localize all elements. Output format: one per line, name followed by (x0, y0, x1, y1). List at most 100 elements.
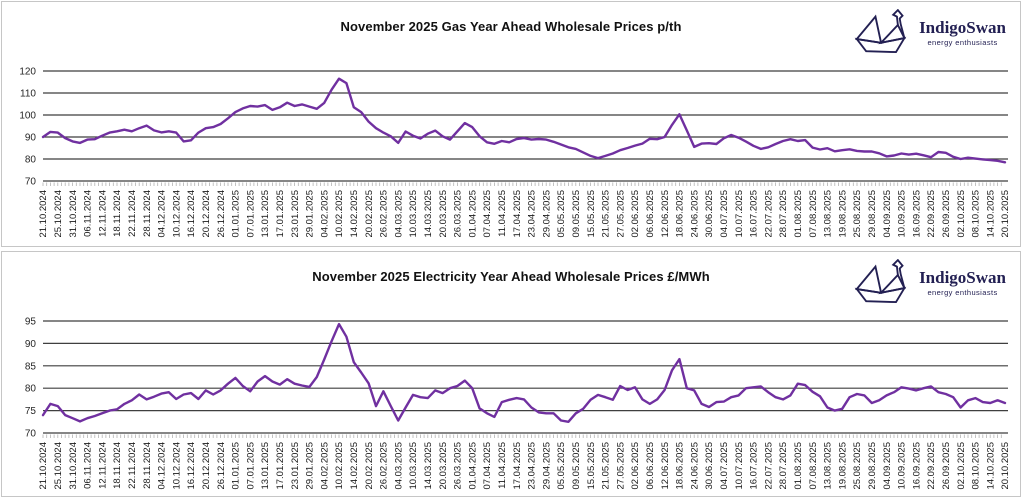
x-tick-label: 20.12.2024 (201, 190, 212, 238)
x-tick-label: 04.12.2024 (157, 190, 168, 238)
x-tick-label: 10.12.2024 (171, 442, 182, 490)
x-tick-label: 07.01.2025 (245, 442, 256, 490)
x-tick-label: 20.12.2024 (201, 442, 212, 490)
x-tick-label: 12.11.2024 (97, 442, 108, 489)
x-tick-label: 26.09.2025 (941, 190, 952, 238)
x-tick-label: 07.08.2025 (808, 442, 819, 490)
x-tick-label: 09.05.2025 (571, 442, 582, 490)
x-tick-label: 26.02.2025 (379, 190, 390, 238)
x-tick-label: 20.02.2025 (364, 442, 375, 490)
x-tick-label: 20.03.2025 (438, 190, 449, 238)
indigoswan-logo: IndigoSwan energy enthusiasts (854, 259, 1006, 306)
y-tick-label: 75 (25, 406, 37, 417)
x-tick-label: 07.04.2025 (482, 442, 493, 490)
x-tick-label: 25.08.2025 (852, 190, 863, 238)
y-tick-label: 120 (19, 67, 36, 78)
x-tick-label: 16.07.2025 (749, 190, 760, 238)
x-tick-label: 09.05.2025 (571, 190, 582, 238)
x-tick-label: 19.08.2025 (837, 442, 848, 490)
x-tick-label: 07.01.2025 (245, 190, 256, 238)
x-tick-label: 28.07.2025 (778, 442, 789, 490)
x-tick-label: 25.08.2025 (852, 442, 863, 490)
x-tick-label: 28.11.2024 (142, 190, 153, 237)
x-tick-label: 06.11.2024 (83, 442, 94, 489)
x-tick-label: 20.03.2025 (438, 442, 449, 490)
x-tick-label: 02.10.2025 (956, 442, 967, 490)
logo-text: IndigoSwan energy enthusiasts (919, 18, 1006, 47)
x-tick-label: 23.04.2025 (527, 442, 538, 490)
x-tick-label: 21.10.2024 (38, 190, 49, 238)
logo-text: IndigoSwan energy enthusiasts (919, 267, 1006, 297)
x-tick-label: 06.11.2024 (83, 190, 94, 237)
x-tick-label: 04.02.2025 (319, 190, 330, 238)
x-tick-label: 12.06.2025 (660, 442, 671, 490)
y-tick-label: 85 (25, 361, 37, 372)
x-tick-label: 17.04.2025 (512, 190, 523, 238)
x-axis-tick-marks (42, 182, 1002, 186)
x-tick-label: 07.08.2025 (808, 190, 819, 238)
x-tick-label: 14.03.2025 (423, 190, 434, 238)
x-tick-label: 18.11.2024 (112, 190, 123, 237)
x-tick-label: 20.02.2025 (364, 190, 375, 238)
x-tick-label: 12.06.2025 (660, 190, 671, 238)
x-tick-label: 30.06.2025 (704, 442, 715, 490)
y-tick-label: 70 (25, 177, 37, 188)
logo-name: IndigoSwan (919, 267, 1006, 287)
x-tick-label: 04.09.2025 (882, 190, 893, 238)
y-tick-label: 80 (25, 384, 37, 395)
x-tick-label: 24.06.2025 (689, 442, 700, 490)
x-tick-label: 22.09.2025 (926, 190, 937, 238)
x-tick-label: 15.05.2025 (586, 190, 597, 238)
x-tick-label: 21.05.2025 (601, 190, 612, 238)
indigoswan-logo: IndigoSwan energy enthusiasts (854, 9, 1006, 56)
x-tick-label: 26.12.2024 (216, 190, 227, 238)
y-tick-label: 90 (25, 339, 37, 350)
logo-tagline: energy enthusiasts (927, 287, 998, 297)
x-tick-label: 01.08.2025 (793, 442, 804, 490)
x-tick-label: 01.08.2025 (793, 190, 804, 238)
y-tick-label: 95 (25, 317, 37, 328)
x-tick-label: 10.03.2025 (408, 190, 419, 238)
x-tick-label: 05.05.2025 (556, 190, 567, 238)
x-tick-label: 11.04.2025 (497, 442, 508, 489)
x-tick-label: 22.07.2025 (763, 442, 774, 490)
x-tick-label: 23.04.2025 (527, 190, 538, 238)
x-tick-label: 21.05.2025 (601, 442, 612, 490)
x-tick-label: 01.04.2025 (467, 190, 478, 238)
x-tick-label: 05.05.2025 (556, 442, 567, 490)
x-tick-label: 26.03.2025 (453, 190, 464, 238)
x-tick-label: 14.10.2025 (985, 190, 996, 238)
x-tick-label: 13.08.2025 (823, 190, 834, 238)
x-tick-label: 01.01.2025 (231, 442, 242, 490)
x-axis-tick-marks (42, 434, 1002, 438)
origami-swan-icon (854, 9, 907, 54)
x-tick-label: 23.01.2025 (290, 190, 301, 238)
x-tick-label: 20.10.2025 (1000, 190, 1011, 238)
y-tick-label: 100 (19, 111, 36, 122)
x-tick-label: 27.05.2025 (615, 442, 626, 490)
x-tick-label: 04.02.2025 (319, 442, 330, 490)
x-tick-label: 10.09.2025 (897, 442, 908, 490)
x-tick-label: 13.01.2025 (260, 442, 271, 490)
x-tick-label: 02.06.2025 (630, 190, 641, 238)
x-tick-label: 28.11.2024 (142, 442, 153, 489)
x-tick-label: 13.01.2025 (260, 190, 271, 238)
x-tick-label: 29.08.2025 (867, 442, 878, 490)
x-tick-label: 16.12.2024 (186, 190, 197, 238)
x-tick-label: 30.06.2025 (704, 190, 715, 238)
x-tick-label: 10.09.2025 (897, 190, 908, 238)
x-tick-label: 15.05.2025 (586, 442, 597, 490)
x-tick-label: 11.04.2025 (497, 190, 508, 237)
x-tick-label: 07.04.2025 (482, 190, 493, 238)
x-tick-label: 04.09.2025 (882, 442, 893, 490)
x-tick-label: 18.06.2025 (675, 190, 686, 238)
x-tick-label: 26.09.2025 (941, 442, 952, 490)
x-tick-label: 04.07.2025 (719, 190, 730, 238)
x-tick-label: 18.06.2025 (675, 442, 686, 490)
x-tick-label: 26.12.2024 (216, 442, 227, 490)
x-tick-label: 22.07.2025 (763, 190, 774, 238)
x-tick-label: 29.01.2025 (305, 442, 316, 490)
